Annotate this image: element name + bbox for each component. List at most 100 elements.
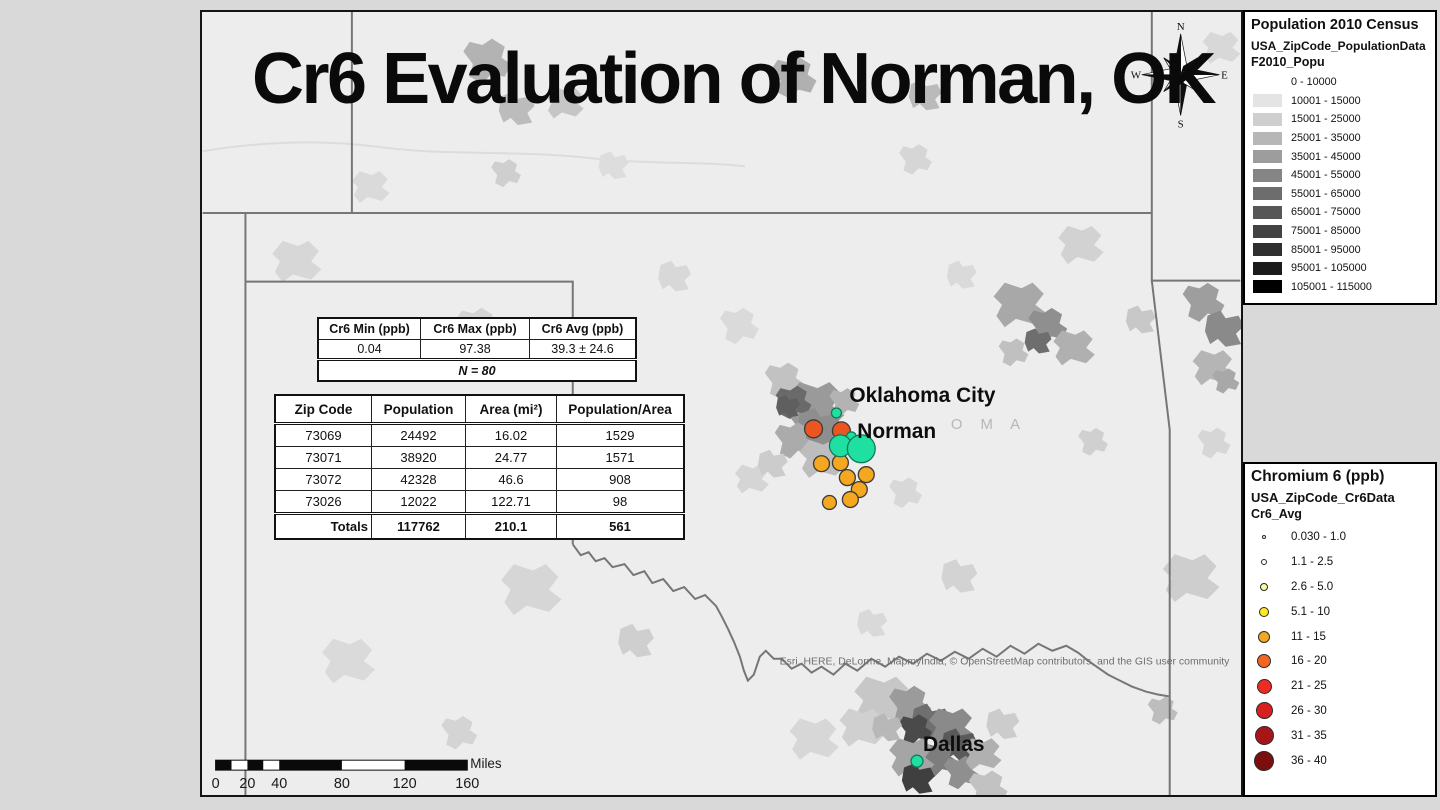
zip-cell: 24492 — [371, 423, 466, 447]
class-label: 45001 - 55000 — [1291, 169, 1361, 182]
class-circle-swatch — [1262, 535, 1266, 540]
class-swatch — [1253, 205, 1282, 219]
class-label: 15001 - 25000 — [1291, 113, 1361, 126]
legend-class-row: 21 - 25 — [1251, 674, 1429, 699]
legend-class-row: 15001 - 25000 — [1251, 110, 1429, 129]
class-swatch — [1253, 94, 1282, 108]
zip-cell: 42328 — [371, 468, 466, 491]
cr6-data-point — [841, 490, 859, 509]
zip-cell: 73026 — [274, 490, 372, 514]
population-legend-field: F2010_Popu — [1251, 55, 1325, 69]
zip-cell: 1529 — [556, 423, 685, 447]
legend-class-row: 55001 - 65000 — [1251, 185, 1429, 204]
zip-col-header: Population/Area — [556, 394, 685, 425]
legend-class-row: 45001 - 55000 — [1251, 166, 1429, 185]
class-circle-swatch — [1254, 750, 1274, 771]
class-circle-swatch — [1254, 726, 1274, 746]
class-label: 95001 - 105000 — [1291, 262, 1367, 275]
cr6-data-point — [803, 419, 824, 439]
class-label: 75001 - 85000 — [1291, 225, 1361, 238]
zipcode-table: Zip Code Population Area (mi²) Populatio… — [274, 394, 685, 540]
stats-value: 39.3 ± 24.6 — [529, 339, 637, 360]
class-label: 26 - 30 — [1291, 704, 1327, 717]
scale-tick-80: 80 — [334, 776, 350, 792]
class-label: 65001 - 75000 — [1291, 206, 1361, 219]
class-label: 10001 - 15000 — [1291, 94, 1361, 107]
legend-class-row: 25001 - 35000 — [1251, 129, 1429, 148]
class-swatch — [1253, 131, 1282, 145]
zip-cell: 16.02 — [465, 423, 557, 447]
compass-w: W — [1131, 70, 1142, 82]
legend-class-row: 31 - 35 — [1251, 723, 1429, 748]
legend-class-row: 35001 - 45000 — [1251, 147, 1429, 166]
city-label-norman: Norman — [857, 420, 936, 443]
compass-s: S — [1178, 118, 1184, 130]
stats-sample-size: N = 80 — [317, 358, 637, 382]
zip-cell: 73071 — [274, 446, 372, 469]
map-frame: O M A Esri, HERE, DeLorme, MapmyIndia, ©… — [200, 10, 1243, 797]
class-label: 16 - 20 — [1291, 655, 1327, 668]
totals-value: 210.1 — [465, 512, 557, 540]
class-swatch — [1253, 112, 1282, 126]
cr6-legend-panel: Chromium 6 (ppb) USA_ZipCode_Cr6Data Cr6… — [1243, 462, 1437, 797]
cr6-stats-table: Cr6 Min (ppb) Cr6 Max (ppb) Cr6 Avg (ppb… — [317, 317, 637, 382]
compass-n: N — [1177, 21, 1185, 33]
scale-tick-0: 0 — [212, 776, 220, 792]
totals-row: Totals 117762 210.1 561 — [274, 512, 685, 540]
class-label: 0 - 10000 — [1291, 76, 1337, 89]
totals-value: 117762 — [371, 512, 466, 540]
class-swatch — [1253, 280, 1282, 294]
population-legend-panel: Population 2010 Census USA_ZipCode_Popul… — [1243, 10, 1437, 305]
totals-value: 561 — [556, 512, 685, 540]
legend-class-row: 16 - 20 — [1251, 649, 1429, 674]
class-label: 1.1 - 2.5 — [1291, 556, 1334, 569]
class-label: 55001 - 65000 — [1291, 187, 1361, 200]
legend-class-row: 11 - 15 — [1251, 624, 1429, 649]
totals-label: Totals — [274, 512, 372, 540]
cr6-data-point — [830, 407, 843, 419]
legend-class-row: 65001 - 75000 — [1251, 203, 1429, 222]
table-row: 73072 42328 46.6 908 — [274, 468, 685, 491]
zip-cell: 1571 — [556, 446, 685, 469]
zip-col-header: Zip Code — [274, 394, 372, 425]
stats-header: Cr6 Max (ppb) — [420, 317, 530, 340]
zip-cell: 46.6 — [465, 468, 557, 491]
page-title: Cr6 Evaluation of Norman, OK — [252, 39, 1217, 119]
class-circle-swatch — [1258, 630, 1270, 643]
scale-tick-40: 40 — [271, 776, 287, 792]
cr6-points-layer — [803, 407, 924, 768]
class-swatch — [1253, 224, 1282, 238]
class-label: 105001 - 115000 — [1291, 280, 1372, 293]
class-circle-swatch — [1260, 582, 1268, 591]
scale-tick-120: 120 — [393, 776, 417, 792]
legend-class-row: 26 - 30 — [1251, 699, 1429, 724]
scale-unit-label: Miles — [470, 756, 502, 771]
legend-class-row: 5.1 - 10 — [1251, 599, 1429, 624]
zip-cell: 38920 — [371, 446, 466, 469]
legend-class-row: 36 - 40 — [1251, 748, 1429, 773]
legend-class-row: 0 - 10000 — [1251, 73, 1429, 92]
zip-cell: 24.77 — [465, 446, 557, 469]
class-label: 2.6 - 5.0 — [1291, 580, 1334, 593]
stats-value: 97.38 — [420, 339, 530, 360]
stats-header: Cr6 Min (ppb) — [317, 317, 421, 340]
zip-cell: 73072 — [274, 468, 372, 491]
class-swatch — [1253, 243, 1282, 257]
legend-class-row: 85001 - 95000 — [1251, 240, 1429, 259]
table-row: 73069 24492 16.02 1529 — [274, 423, 685, 447]
class-label: 85001 - 95000 — [1291, 243, 1361, 256]
population-legend-layer: USA_ZipCode_PopulationData — [1251, 39, 1426, 53]
class-swatch — [1253, 187, 1282, 201]
class-label: 5.1 - 10 — [1291, 605, 1330, 618]
cr6-data-point — [821, 494, 838, 511]
class-circle-swatch — [1255, 702, 1273, 720]
cr6-legend-title: Chromium 6 (ppb) — [1251, 468, 1385, 485]
cr6-legend-layer: USA_ZipCode_Cr6Data — [1251, 490, 1395, 505]
class-label: 11 - 15 — [1291, 630, 1326, 643]
legend-class-row: 75001 - 85000 — [1251, 222, 1429, 241]
legend-class-row: 95001 - 105000 — [1251, 259, 1429, 278]
legend-class-row: 1.1 - 2.5 — [1251, 550, 1429, 575]
basemap-state-label: O M A — [951, 416, 1027, 433]
city-label-dallas: Dallas — [923, 733, 985, 756]
cr6-data-point — [910, 754, 924, 768]
